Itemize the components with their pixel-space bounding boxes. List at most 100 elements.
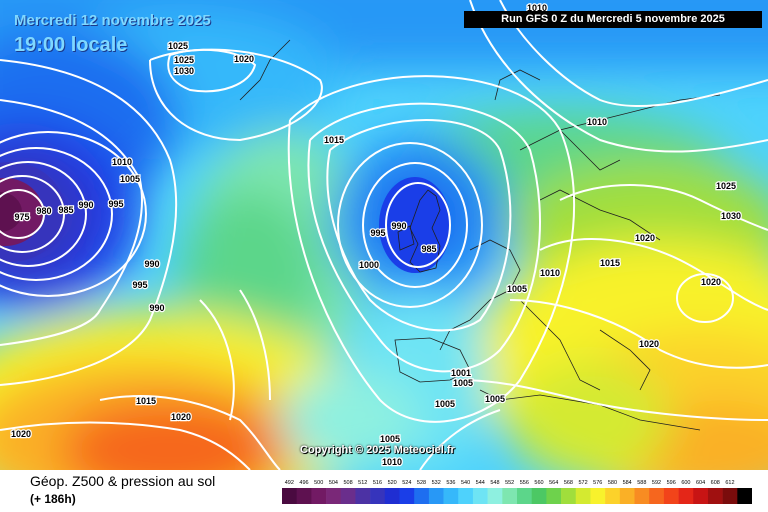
run-info: Run GFS 0 Z du Mercredi 5 novembre 2025 (464, 11, 762, 28)
weather-map: 1025 1025 1030 1020 1015 1010 1010 1025 1030 1020… (0, 0, 768, 470)
pressure-label: 1010 (587, 117, 607, 127)
pressure-label: 1020 (635, 233, 655, 243)
scale-swatch (340, 488, 356, 504)
scale-swatch (722, 488, 738, 504)
scale-swatch (384, 488, 400, 504)
copyright: Copyright © 2025 Meteociel.fr (300, 444, 455, 456)
scale-swatch (282, 488, 297, 504)
scale-swatch (678, 488, 694, 504)
scale-swatch (370, 488, 386, 504)
scale-swatch (561, 488, 577, 504)
pressure-label: 985 (421, 244, 436, 254)
scale-swatch (649, 488, 665, 504)
scale-swatch (296, 488, 312, 504)
pressure-label: 1020 (701, 277, 721, 287)
scale-swatch (531, 488, 547, 504)
pressure-label: 980 (36, 206, 51, 216)
forecast-date: Mercredi 12 novembre 2025 (14, 12, 211, 29)
pressure-label: 1015 (136, 396, 156, 406)
pressure-label: 1015 (600, 258, 620, 268)
scale-swatch (326, 488, 342, 504)
scale-tick-label: 556 (520, 480, 529, 486)
pressure-label: 1015 (324, 135, 344, 145)
scale-swatch (546, 488, 562, 504)
scale-tick-label: 548 (490, 480, 499, 486)
scale-tick-label: 524 (402, 480, 411, 486)
pressure-label: 1005 (120, 174, 140, 184)
scale-tick-label: 588 (637, 480, 646, 486)
pressure-label: 1030 (721, 211, 741, 221)
legend-title: Géop. Z500 & pression au sol (30, 473, 216, 489)
pressure-label: 1005 (380, 434, 400, 444)
scale-swatch (487, 488, 503, 504)
legend-subtitle: (+ 186h) (30, 492, 76, 506)
scale-tick-label: 568 (564, 480, 573, 486)
pressure-label: 1020 (11, 429, 31, 439)
pressure-label: 1000 (359, 260, 379, 270)
pressure-label: 975 (14, 212, 29, 222)
pressure-label: 1020 (234, 54, 254, 64)
pressure-label: 1010 (382, 457, 402, 467)
pressure-label: 985 (58, 205, 73, 215)
pressure-label: 1005 (507, 284, 527, 294)
scale-swatch (619, 488, 635, 504)
scale-tick-label: 512 (358, 480, 367, 486)
pressure-label: 990 (149, 303, 164, 313)
scale-tick-label: 608 (711, 480, 720, 486)
scale-tick-label: 564 (549, 480, 558, 486)
scale-tick-label: 560 (534, 480, 543, 486)
scale-tick-label: 496 (299, 480, 308, 486)
scale-tick-label: 604 (696, 480, 705, 486)
scale-tick-label: 516 (373, 480, 382, 486)
scale-tick-label: 500 (314, 480, 323, 486)
scale-swatch (517, 488, 532, 504)
pressure-label: 1025 (174, 55, 194, 65)
pressure-label: 1025 (168, 41, 188, 51)
scale-swatch (737, 488, 752, 504)
pressure-label: 1020 (171, 412, 191, 422)
pressure-label: 990 (78, 200, 93, 210)
scale-tick-label: 540 (461, 480, 470, 486)
pressure-label: 1005 (485, 394, 505, 404)
scale-tick-label: 584 (623, 480, 632, 486)
scale-tick-label: 612 (725, 480, 734, 486)
color-scale: 492 496 500 504 508 512 516 520 524 528 532 536 540 5… (282, 480, 752, 504)
scale-tick-label: 532 (432, 480, 441, 486)
pressure-label: 1010 (112, 157, 132, 167)
scale-swatch (311, 488, 327, 504)
scale-swatch (605, 488, 621, 504)
scale-swatch (502, 488, 518, 504)
scale-tick-label: 536 (446, 480, 455, 486)
scale-swatch (590, 488, 606, 504)
scale-tick-label: 492 (285, 480, 294, 486)
pressure-label: 1001 (451, 368, 471, 378)
scale-swatch (472, 488, 488, 504)
scale-tick-label: 508 (343, 480, 352, 486)
scale-swatch (443, 488, 459, 504)
scale-swatch (414, 488, 430, 504)
scale-tick-label: 576 (593, 480, 602, 486)
scale-swatch (458, 488, 474, 504)
scale-tick-label: 520 (388, 480, 397, 486)
pressure-label: 1010 (540, 268, 560, 278)
scale-tick-label: 572 (578, 480, 587, 486)
scale-tick-label: 592 (652, 480, 661, 486)
scale-tick-label: 544 (476, 480, 485, 486)
pressure-label: 1005 (453, 378, 473, 388)
scale-swatch (663, 488, 679, 504)
pressure-label: 995 (132, 280, 147, 290)
scale-swatch (693, 488, 709, 504)
pressure-label: 1030 (174, 66, 194, 76)
pressure-label: 1005 (435, 399, 455, 409)
pressure-label: 1020 (639, 339, 659, 349)
scale-tick-label: 528 (417, 480, 426, 486)
scale-swatch (428, 488, 444, 504)
scale-tick-label: 600 (681, 480, 690, 486)
pressure-label: 990 (391, 221, 406, 231)
scale-swatch (575, 488, 591, 504)
scale-swatch (634, 488, 650, 504)
pressure-label: 995 (370, 228, 385, 238)
scale-tick-label: 580 (608, 480, 617, 486)
scale-tick-label: 596 (667, 480, 676, 486)
scale-tick-label: 504 (329, 480, 338, 486)
